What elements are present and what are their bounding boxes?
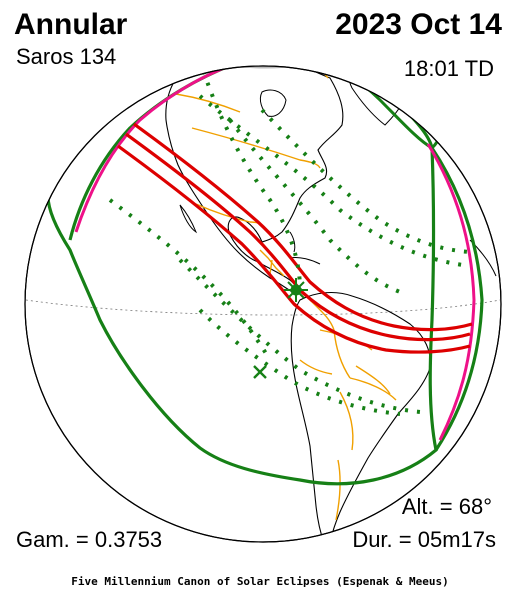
rise-set-curve-west bbox=[74, 66, 241, 233]
altitude-label: Alt. = 68° bbox=[401, 494, 492, 519]
equator-line bbox=[25, 299, 501, 316]
greatest-eclipse-star bbox=[284, 278, 308, 302]
eclipse-type-title: Annular bbox=[14, 8, 128, 41]
globe-rim bbox=[24, 65, 502, 543]
rise-set-curve-east bbox=[426, 143, 476, 441]
magnitude-dotted-lines bbox=[108, 66, 471, 416]
baja-california bbox=[179, 204, 198, 234]
sub-solar-point-cross bbox=[253, 365, 267, 379]
political-borders bbox=[175, 66, 493, 521]
saros-label: Saros 134 bbox=[16, 44, 117, 69]
florida bbox=[289, 231, 296, 253]
source-footer: Five Millennium Canon of Solar Eclipses … bbox=[71, 575, 449, 588]
globe bbox=[24, 65, 502, 543]
central-path bbox=[117, 122, 473, 354]
penumbra-east-limit bbox=[430, 147, 484, 451]
hudson-bay bbox=[259, 89, 287, 117]
eclipse-time: 18:01 TD bbox=[403, 56, 494, 81]
duration-label: Dur. = 05m17s bbox=[352, 527, 496, 552]
eclipse-date: 2023 Oct 14 bbox=[335, 8, 502, 41]
gamma-label: Gam. = 0.3753 bbox=[16, 527, 163, 552]
